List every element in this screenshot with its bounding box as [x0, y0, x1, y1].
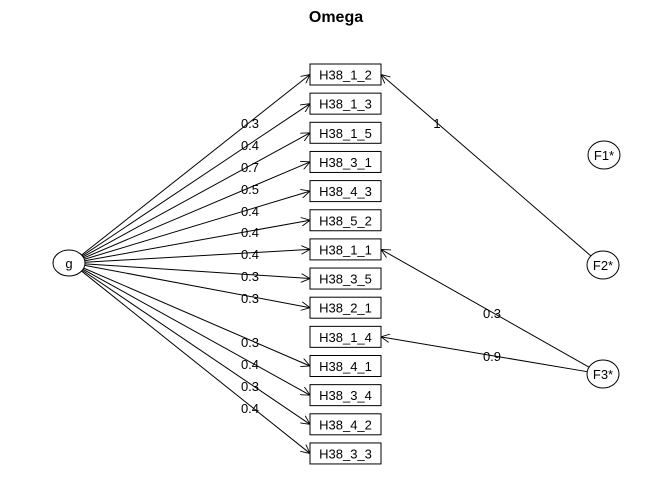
- item-box: [309, 63, 382, 86]
- g-loading-edge: [84, 191, 310, 260]
- group-loading-label: 1: [433, 116, 440, 131]
- item-box: [309, 238, 382, 261]
- group-factor-label: F3*: [593, 367, 613, 382]
- item-box: [309, 150, 382, 173]
- g-loading-edge: [81, 270, 310, 453]
- g-loading-edge: [83, 267, 310, 366]
- g-loading-edge: [82, 268, 310, 395]
- g-loading-label: 0.4: [241, 401, 259, 416]
- g-loading-label: 0.4: [241, 247, 259, 262]
- item-node: H38_3_5: [309, 267, 382, 290]
- item-node: H38_5_2: [309, 209, 382, 232]
- g-loading-label: 0.4: [241, 225, 259, 240]
- group-factor-ellipse: [586, 250, 620, 280]
- general-factor-ellipse: [52, 249, 86, 277]
- g-loading-edge: [82, 269, 310, 424]
- general-factor-node: g: [52, 249, 86, 277]
- item-box: [309, 384, 382, 407]
- item-box: [309, 180, 382, 203]
- diagram-title: Omega: [309, 9, 363, 26]
- item-label: H38_3_4: [319, 388, 372, 403]
- item-node: H38_3_1: [309, 150, 382, 173]
- item-box: [309, 442, 382, 465]
- item-label: H38_4_1: [319, 359, 372, 374]
- item-node: H38_1_3: [309, 92, 382, 115]
- item-label: H38_3_3: [319, 446, 372, 461]
- group-loading-edge: [381, 249, 590, 368]
- item-box: [309, 413, 382, 436]
- group-factor-label: F2*: [593, 258, 613, 273]
- item-box: [309, 121, 382, 144]
- g-loading-edge: [84, 220, 310, 262]
- item-label: H38_4_2: [319, 417, 372, 432]
- group-loading-edge: [381, 337, 588, 373]
- item-node: H38_4_3: [309, 180, 382, 203]
- item-box: [309, 267, 382, 290]
- item-label: H38_1_3: [319, 97, 372, 112]
- g-loading-edge: [84, 263, 310, 279]
- group-factor-label: F1*: [594, 148, 614, 163]
- item-node: H38_3_3: [309, 442, 382, 465]
- item-label: H38_3_1: [319, 155, 372, 170]
- g-loading-label: 0.7: [241, 160, 259, 175]
- nodes-layer: H38_1_2 H38_1_3 H38_1_5 H38_3_1 H38_4_3 H38_5…: [52, 63, 621, 465]
- item-node: H38_1_5: [309, 121, 382, 144]
- item-label: H38_3_5: [319, 272, 372, 287]
- group-loading-edge: [381, 75, 592, 257]
- item-box: [309, 325, 382, 348]
- group-factor-ellipse: [586, 359, 620, 389]
- item-label: H38_1_1: [319, 242, 372, 257]
- g-loading-edge: [84, 249, 310, 263]
- g-loading-edge: [82, 133, 310, 258]
- item-box: [309, 296, 382, 319]
- item-node: H38_1_4: [309, 325, 382, 348]
- g-loading-edge: [82, 104, 310, 257]
- item-node: H38_1_1: [309, 238, 382, 261]
- g-loading-label: 0.4: [241, 204, 259, 219]
- g-loading-label: 0.5: [241, 182, 259, 197]
- item-box: [309, 209, 382, 232]
- group-factor-node: F2*: [586, 250, 620, 280]
- g-loading-label: 0.4: [241, 357, 259, 372]
- item-label: H38_2_1: [319, 301, 372, 316]
- item-node: H38_4_2: [309, 413, 382, 436]
- item-label: H38_1_5: [319, 126, 372, 141]
- item-node: H38_3_4: [309, 384, 382, 407]
- g-loading-edge: [81, 75, 310, 256]
- g-loading-label: 0.3: [241, 269, 259, 284]
- loading-labels-layer: 0.3 0.4 0.7 0.5 0.4 0.4 0.4 0.3 0.3 0.3 0.4 0.3 0.4 1…: [241, 116, 501, 416]
- group-factor-node: F1*: [587, 140, 621, 170]
- g-loading-label: 0.4: [241, 138, 259, 153]
- g-loading-edge: [83, 162, 310, 259]
- group-factor-node: F3*: [586, 359, 620, 389]
- edges-layer: [81, 75, 592, 454]
- item-box: [309, 355, 382, 377]
- item-label: H38_5_2: [319, 213, 372, 228]
- group-loading-label: 0.3: [483, 306, 501, 321]
- group-loading-label: 0.9: [483, 349, 501, 364]
- g-loading-label: 0.3: [241, 291, 259, 306]
- item-node: H38_4_1: [309, 355, 382, 377]
- item-node: H38_2_1: [309, 296, 382, 319]
- item-label: H38_4_3: [319, 184, 372, 199]
- item-node: H38_1_2: [309, 63, 382, 86]
- item-box: [309, 92, 382, 115]
- item-label: H38_1_2: [319, 68, 372, 83]
- general-factor-label: g: [65, 256, 72, 271]
- g-loading-edge: [84, 264, 310, 307]
- g-loading-label: 0.3: [241, 335, 259, 350]
- g-loading-label: 0.3: [241, 379, 259, 394]
- g-loading-label: 0.3: [241, 116, 259, 131]
- item-label: H38_1_4: [319, 330, 372, 345]
- group-factor-ellipse: [587, 140, 621, 170]
